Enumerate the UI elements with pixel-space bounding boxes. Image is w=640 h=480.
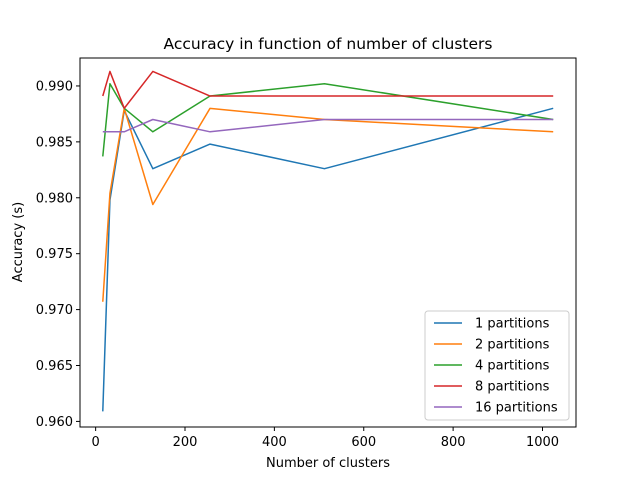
legend-entry: 8 partitions [475,380,550,395]
x-tick-label: 1000 [526,435,559,450]
x-tick-label: 800 [441,435,466,450]
legend-entry: 2 partitions [475,338,550,353]
plot-frame [79,57,577,428]
chart-title: Accuracy in function of number of cluste… [164,35,493,53]
y-tick-label: 0.990 [36,79,73,94]
y-tick-label: 0.975 [36,247,73,262]
legend-entry: 4 partitions [475,359,550,374]
series-line-5 [102,118,554,133]
series-line-4 [102,70,554,110]
legend-entry: 1 partitions [475,317,550,332]
series-line-3 [102,82,554,157]
x-axis-label: Number of clusters [266,456,390,471]
legend-entry: 16 partitions [475,401,558,416]
series-layer [102,70,554,412]
x-tick-label: 200 [173,435,198,450]
x-tick-label: 600 [351,435,376,450]
x-tick-label: 400 [262,435,287,450]
y-tick-label: 0.960 [36,415,73,430]
legend: 1 partitions 2 partitions 4 partitions 8 pa… [424,310,570,421]
y-tick-label: 0.965 [36,359,73,374]
x-tick-label: 0 [91,435,99,450]
y-tick-label: 0.970 [36,303,73,318]
y-axis: 0.960 0.965 0.970 0.975 0.980 0.985 0.990 [36,79,80,430]
y-tick-label: 0.985 [36,135,73,150]
y-tick-label: 0.980 [36,191,73,206]
legend-box [424,310,570,421]
y-axis-label: Accuracy (s) [11,202,26,282]
x-axis: 0 200 400 600 800 1000 [91,427,559,450]
